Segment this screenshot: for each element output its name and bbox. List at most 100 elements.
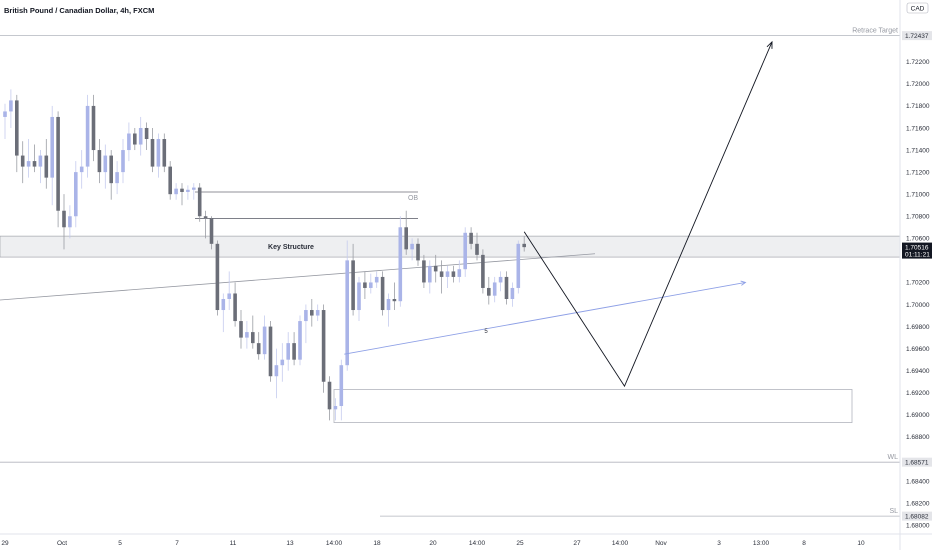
candle-body [457,269,462,277]
candle-body [386,298,391,311]
candle-body [510,287,515,299]
candle-body [327,381,332,410]
candle-body [3,111,7,117]
candle-body [392,298,397,302]
candle [203,210,208,239]
x-tick-label: Oct [57,540,67,547]
candle [374,271,379,288]
candle-body [32,161,37,167]
candle [516,240,521,294]
y-tick-label: 1.69800 [906,324,930,331]
candle-body [369,282,373,288]
candle [15,94,19,173]
candle [280,343,285,382]
candle-body [215,243,220,311]
candle-body [268,326,273,377]
y-tick-label: 1.69000 [906,412,930,419]
candle-body [26,161,31,167]
candle [522,236,526,252]
candle [298,315,302,366]
candle [286,332,290,371]
candle-body [227,293,231,299]
candle [451,265,456,283]
y-tick-label: 1.71000 [906,191,930,198]
candle [469,227,473,250]
candle [292,332,296,366]
candle-body [433,265,438,272]
sl-price: 1.68082 [905,513,929,520]
candle-body [310,310,314,316]
candle-body [339,365,344,407]
candle [32,144,37,173]
candle [150,127,155,173]
candle [245,321,249,349]
candle [481,249,485,294]
candle-body [274,365,279,377]
x-tick-label: 14:00 [612,540,629,547]
wl-label: WL [888,454,899,461]
candle [428,260,432,294]
candle-body [74,172,78,217]
candle [333,398,338,421]
candle-body [156,139,161,167]
x-tick-label: 8 [802,540,806,547]
candle-body [333,406,338,410]
current-price-countdown: 01:11:21 [905,252,930,259]
candle [492,276,497,303]
x-tick-label: 11 [230,540,237,547]
candle [121,139,125,184]
candle [68,205,72,239]
candle [304,304,308,344]
candle-body [162,139,167,167]
retrace-target-price-box [902,31,932,41]
candle [103,144,108,189]
candle [380,271,385,316]
current-price-box [902,242,932,259]
candle [162,133,167,173]
rising-trendline-arrowhead [740,280,747,286]
candle [475,232,479,261]
candle-body [321,310,326,382]
candle [192,183,196,200]
candle [392,282,397,311]
x-tick-label: 20 [429,540,437,547]
candle [339,359,344,421]
candle-body [192,187,196,190]
x-tick-label: 18 [373,540,381,547]
candle-body [315,310,320,316]
candle [115,161,119,195]
candle [197,183,202,222]
candle [510,282,515,307]
candle [156,133,161,178]
projection-path [523,41,773,388]
x-tick-label: Nov [655,540,667,547]
candle [498,271,503,292]
candle-body [262,326,267,355]
y-tick-label: 1.72200 [906,59,930,66]
candle-body [180,188,184,192]
candle-body [138,127,143,145]
candle-body [150,139,155,167]
candle [404,210,408,255]
candle-body [127,133,131,151]
candle [3,103,7,140]
candle-body [144,127,149,140]
candle-body [168,166,172,195]
candle-body [9,100,13,112]
candle [227,271,231,311]
candles-layer [3,89,526,421]
y-tick-label: 1.71600 [906,125,930,132]
candle-body [233,293,237,322]
candle [133,127,137,151]
candle-body [504,276,509,299]
y-tick-label: 1.68800 [906,434,930,441]
candle-body [492,282,497,296]
rising-trendline [344,282,746,355]
candle-body [174,188,178,195]
candle-body [221,298,226,311]
candle-body [416,243,420,261]
candle [345,240,349,371]
candle-body [522,243,526,248]
currency-badge: CAD [911,6,925,13]
candle-body [103,155,108,173]
